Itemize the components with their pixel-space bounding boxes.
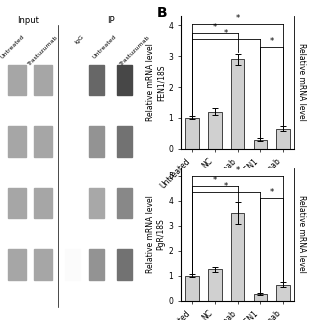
Bar xyxy=(231,213,244,301)
Text: *: * xyxy=(236,166,240,175)
Y-axis label: Relative mRNA level
PgR/18S: Relative mRNA level PgR/18S xyxy=(146,196,165,273)
Text: *: * xyxy=(269,188,274,197)
Bar xyxy=(208,269,222,301)
Text: Trastuzumab: Trastuzumab xyxy=(27,34,59,66)
Text: IP: IP xyxy=(107,16,115,25)
Bar xyxy=(34,126,52,157)
Bar xyxy=(65,126,80,157)
Bar xyxy=(89,126,104,157)
Text: Input: Input xyxy=(17,16,39,25)
Y-axis label: Relative mRNA level: Relative mRNA level xyxy=(297,196,306,273)
Text: Untreated: Untreated xyxy=(0,34,25,60)
Text: IgG: IgG xyxy=(74,34,85,45)
Bar xyxy=(185,118,199,149)
Bar xyxy=(8,249,26,280)
Bar xyxy=(8,65,26,95)
Bar xyxy=(117,126,132,157)
Bar xyxy=(276,129,290,149)
Bar xyxy=(253,294,267,301)
Text: *: * xyxy=(224,29,228,38)
Bar xyxy=(276,284,290,301)
Bar xyxy=(34,188,52,218)
Bar xyxy=(8,126,26,157)
Bar xyxy=(65,188,80,218)
Bar xyxy=(34,65,52,95)
Text: *: * xyxy=(224,182,228,191)
Bar xyxy=(65,65,80,95)
Bar xyxy=(117,188,132,218)
Bar xyxy=(208,112,222,149)
Bar xyxy=(65,249,80,280)
Bar xyxy=(34,249,52,280)
Bar xyxy=(231,59,244,149)
Y-axis label: Relative mRNA level: Relative mRNA level xyxy=(297,44,306,121)
Y-axis label: Relative mRNA level
FEN1/18S: Relative mRNA level FEN1/18S xyxy=(146,44,165,121)
Bar xyxy=(117,249,132,280)
Text: B: B xyxy=(157,6,167,20)
Bar xyxy=(8,188,26,218)
Bar xyxy=(89,188,104,218)
Text: *: * xyxy=(213,176,217,185)
Bar xyxy=(253,140,267,149)
Bar xyxy=(89,249,104,280)
Text: *: * xyxy=(269,37,274,46)
Bar xyxy=(89,65,104,95)
Bar xyxy=(185,276,199,301)
Text: Trastuzumab: Trastuzumab xyxy=(119,34,151,66)
Text: Untreated: Untreated xyxy=(92,34,117,60)
Text: *: * xyxy=(236,14,240,23)
Bar xyxy=(117,65,132,95)
Text: *: * xyxy=(213,23,217,32)
